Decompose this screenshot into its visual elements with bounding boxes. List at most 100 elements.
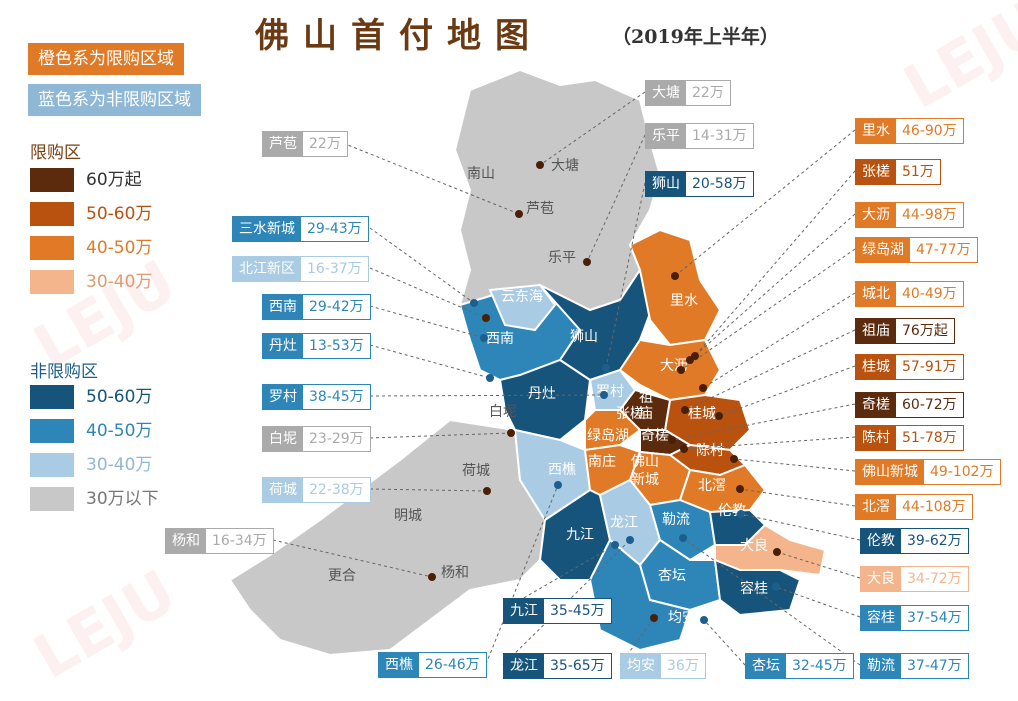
legend-swatch [30,487,74,511]
callout-down-payment-value: 36万 [661,654,705,678]
map-place-label: 明城 [394,508,422,524]
map-place-label: 杨和 [441,565,469,581]
location-dot [536,161,544,169]
map-place-label: 芦苞 [526,200,554,217]
region-blue-junan [588,538,692,652]
price-callout: 西樵 26-46万 [378,652,487,678]
leader-line [485,484,559,665]
callout-down-payment-value: 29-43万 [301,217,368,241]
leader-line [342,142,520,215]
location-dot [483,487,491,495]
price-callout: 大良 34-72万 [860,566,969,592]
callout-down-payment-value: 26-46万 [419,653,486,677]
location-dot [680,445,688,453]
leader-line [619,617,655,666]
price-callout: 荷城 22-38万 [262,477,371,503]
leader-line [694,170,856,357]
callout-down-payment-value: 14-31万 [686,124,753,148]
map-place-label: 南庄 [588,453,616,470]
callout-district-name: 伦教 [861,529,901,553]
price-callout: 杏坛 32-45万 [745,653,854,679]
legend-label: 30-40万 [86,272,153,292]
map-place-label: 狮山 [570,329,598,345]
price-callout: 罗村 38-45万 [262,384,371,410]
location-dot [679,534,687,542]
leader-line [680,248,856,371]
leader-line [605,182,646,369]
location-dot [736,485,744,493]
price-callout: 北滘 44-108万 [855,494,973,520]
price-callout: 九江 35-45万 [503,598,612,624]
map-place-label: 西南 [486,331,514,347]
legend-banner-orange: 橙色系为限购区域 [28,43,184,75]
callout-down-payment-value: 49-102万 [924,460,1000,484]
leader-line [689,213,856,361]
callout-down-payment-value: 13-53万 [303,334,370,358]
location-dot [480,334,488,342]
leader-line [733,458,856,472]
callout-district-name: 祖庙 [856,319,896,343]
callout-down-payment-value: 23-29万 [303,427,370,451]
callout-down-payment-value: 34-72万 [901,567,968,591]
price-callout: 桂城 57-91万 [855,354,964,380]
price-callout: 绿岛湖 47-77万 [855,237,978,263]
location-dot [668,436,676,444]
legend-swatch [30,385,74,409]
map-place-label: 杏坛 [658,568,686,584]
leader-line [369,344,491,379]
location-dot [482,314,490,322]
legend-swatch [30,168,74,192]
location-dot [691,352,699,360]
legend-swatch [30,453,74,477]
map-place-label: 罗村 [596,384,624,400]
leader-line [682,537,861,666]
map-place-label: 龙江 [610,515,638,531]
location-dot [715,412,723,420]
map-place-label: 北滘 [698,478,726,494]
callout-district-name: 里水 [856,119,896,143]
callout-down-payment-value: 22万 [303,132,347,156]
location-dot [600,391,608,399]
price-callout: 三水新城 29-43万 [232,216,369,242]
location-dot [507,429,515,437]
map-place-label: 云东海 [501,289,543,305]
map-place-label: 容桂 [740,580,768,597]
callout-down-payment-value: 76万起 [896,319,954,343]
location-dot [671,272,679,280]
price-callout: 里水 46-90万 [855,118,964,144]
callout-district-name: 张槎 [856,160,896,184]
location-dot [699,384,707,392]
callout-down-payment-value: 47-77万 [910,238,977,262]
callout-down-payment-value: 38-45万 [303,385,370,409]
callout-district-name: 大良 [861,567,901,591]
price-callout: 张槎 51万 [855,159,941,185]
callout-district-name: 乐平 [646,124,686,148]
leader-line [740,513,861,541]
callout-district-name: 西南 [263,295,303,319]
callout-district-name: 容桂 [861,606,901,630]
callout-down-payment-value: 32-45万 [786,654,853,678]
callout-district-name: 丹灶 [263,334,303,358]
callout-district-name: 荷城 [263,478,303,502]
location-dot [611,541,619,549]
price-callout: 北江新区 16-37万 [232,256,369,282]
price-callout: 佛山新城 49-102万 [855,459,1001,485]
price-callout: 大塘 22万 [645,80,731,106]
callout-down-payment-value: 46-90万 [896,119,963,143]
map-place-label: 祖 [639,390,653,406]
callout-district-name: 佛山新城 [856,460,924,484]
page-title: 佛山首付地图 [255,16,543,56]
callout-district-name: 杨和 [166,529,206,553]
leader-line [703,619,746,666]
leader-line [674,129,856,277]
location-dot [515,210,523,218]
map-place-label: 均安 [668,610,696,626]
legend-label: 30万以下 [86,489,159,509]
location-dot [428,573,436,581]
callout-district-name: 城北 [856,282,896,306]
callout-down-payment-value: 22-38万 [303,478,370,502]
region-orange-lishui [628,228,722,347]
price-callout: 龙江 35-65万 [503,653,612,679]
region-grey [453,68,662,312]
legend-label: 40-50万 [86,238,153,258]
